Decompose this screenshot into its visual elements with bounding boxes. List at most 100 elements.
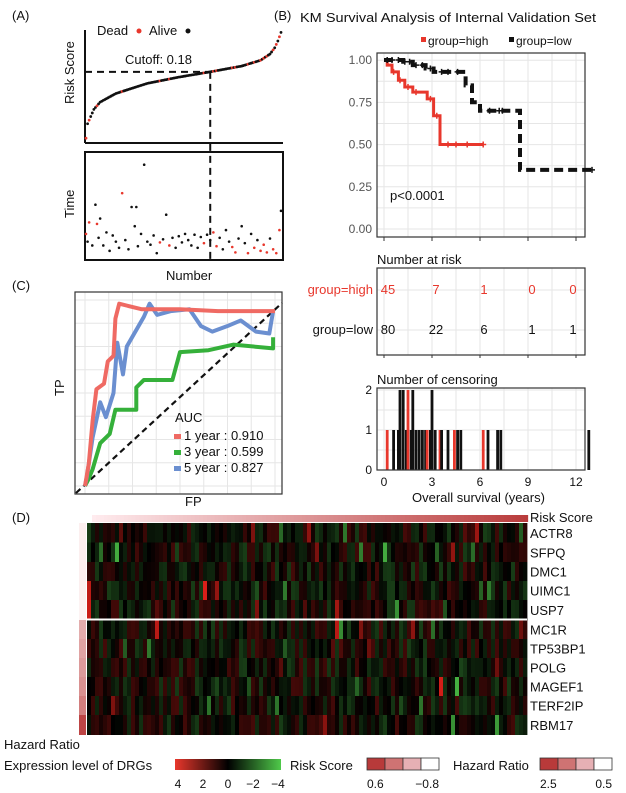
heatmap-cell (271, 639, 276, 658)
heatmap-cell (363, 677, 368, 696)
heatmap-cell (451, 562, 456, 581)
heatmap-cell (359, 581, 364, 600)
heatmap-cell (115, 600, 120, 620)
heatmap-cell (491, 620, 496, 639)
heatmap-cell (115, 658, 120, 677)
heatmap-cell (515, 542, 520, 562)
censoring-ytick-label: 1 (365, 423, 372, 437)
heatmap-cell (487, 620, 492, 639)
heatmap-cell (519, 523, 524, 543)
hazard-ratio-annotation-cell (79, 696, 86, 715)
km-censor-mark (486, 107, 493, 114)
heatmap-cell (423, 620, 428, 639)
survival-time-point (190, 244, 193, 247)
km-frame (376, 52, 586, 238)
heatmap-cell (347, 562, 352, 581)
censoring-xtick-label: 3 (429, 475, 436, 489)
heatmap-cell (299, 562, 304, 581)
heatmap-cell (207, 696, 212, 715)
heatmap-cell (363, 658, 368, 677)
heatmap-cell (503, 658, 508, 677)
heatmap-cell (371, 658, 376, 677)
heatmap-cell (439, 542, 444, 562)
heatmap-cell (411, 715, 416, 735)
heatmap-cell (163, 639, 168, 658)
heatmap-cell (283, 542, 288, 562)
heatmap-cell (483, 600, 488, 620)
heatmap-cell (107, 696, 112, 715)
heatmap-cell (431, 715, 436, 735)
heatmap-cell (523, 600, 528, 620)
heatmap-cell (399, 523, 404, 543)
heatmap-cell (235, 620, 240, 639)
heatmap-cell (419, 581, 424, 600)
heatmap-cell (115, 523, 120, 543)
heatmap-cell (415, 523, 420, 543)
censoring-xtick-label: 9 (525, 475, 532, 489)
gene-label: TERF2IP (530, 699, 583, 714)
risk-table-cell: 22 (429, 322, 443, 337)
heatmap-cell (327, 581, 332, 600)
heatmap-cell (267, 523, 272, 543)
heatmap-cell (243, 523, 248, 543)
heatmap-cell (95, 562, 100, 581)
heatmap-cell (267, 658, 272, 677)
heatmap-cell (263, 523, 268, 543)
heatmap-cell (367, 658, 372, 677)
heatmap-cell (227, 523, 232, 543)
heatmap-cell (399, 600, 404, 620)
heatmap-cell (127, 542, 132, 562)
risk-score-annotation-cell (119, 515, 125, 522)
heatmap-cell (471, 677, 476, 696)
survival-time-point (202, 241, 206, 245)
heatmap-cell (495, 639, 500, 658)
heatmap-cell (331, 677, 336, 696)
heatmap-cell (359, 600, 364, 620)
gene-label: USP7 (530, 603, 564, 618)
survival-time-point (136, 244, 140, 248)
risk-score-annotation-cell (313, 515, 319, 522)
heatmap-cell (287, 696, 292, 715)
risk-score-annotation-cell (274, 515, 279, 522)
hazard-ratio-annotation-cell (79, 677, 86, 696)
heatmap-cell (431, 696, 436, 715)
censoring-xtick-label: 6 (477, 475, 484, 489)
heatmap-cell (139, 715, 144, 735)
survival-time-point (205, 233, 209, 236)
heatmap-cell (203, 581, 208, 600)
heatmap-cell (295, 677, 300, 696)
hazard-legend-title: Hazard Ratio (453, 758, 529, 773)
heatmap-cell (427, 542, 432, 562)
heatmap-cell (171, 715, 176, 735)
heatmap-cell (523, 581, 528, 600)
heatmap-cell (347, 696, 352, 715)
heatmap-cell (435, 696, 440, 715)
heatmap-cell (243, 620, 248, 639)
km-censor-mark (427, 95, 434, 102)
heatmap-cell (355, 715, 360, 735)
survival-time-point (105, 231, 108, 234)
heatmap-cell (255, 677, 260, 696)
heatmap-cell (355, 581, 360, 600)
risk-score-annotation-cell (123, 515, 129, 522)
km-censor-mark (453, 141, 459, 148)
heatmap-cell (259, 542, 264, 562)
heatmap-cell (355, 677, 360, 696)
risk-score-annotation-cell (333, 515, 339, 522)
risk-score-annotation-cell (440, 515, 445, 522)
heatmap-cell (95, 677, 100, 696)
risk-table-cell: 1 (569, 322, 576, 337)
heatmap-cell (503, 542, 508, 562)
heatmap-cell (367, 715, 372, 735)
heatmap-cell (231, 639, 236, 658)
heatmap-cell (515, 562, 520, 581)
heatmap-cell (431, 581, 436, 600)
risk-score-annotation-cell (460, 515, 465, 522)
heatmap-cell (211, 562, 216, 581)
heatmap-cell (459, 696, 464, 715)
heatmap-cell (171, 542, 176, 562)
heatmap-cell (307, 620, 312, 639)
heatmap-cell (271, 562, 276, 581)
heatmap-cell (219, 620, 224, 639)
heatmap-cell (195, 677, 200, 696)
